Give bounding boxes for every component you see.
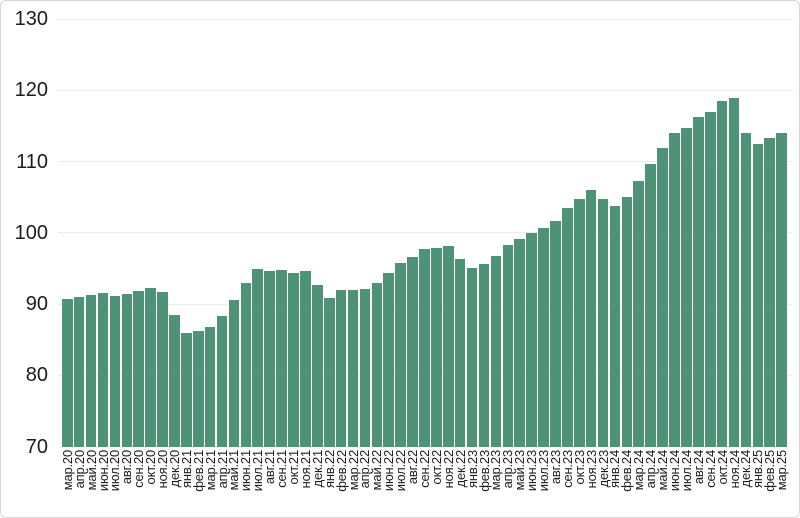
y-tick-label-70: 70	[25, 435, 48, 458]
gridline-130	[58, 18, 793, 20]
bar-май.20	[85, 294, 97, 447]
gridline-120	[58, 89, 793, 91]
y-tick-label-130: 130	[14, 8, 48, 30]
bar-авг.24	[693, 117, 704, 447]
bar-май.24	[657, 147, 668, 447]
bar-янв.24	[609, 206, 621, 447]
bar-авг.21	[264, 271, 275, 447]
bar-фев.25	[764, 138, 776, 447]
bar-апр.23	[502, 244, 514, 447]
bar-мар.24	[633, 181, 645, 447]
bar-ноя.21	[300, 270, 311, 447]
bar-мар.23	[490, 255, 502, 447]
bar-апр.22	[359, 289, 371, 447]
bar-мар.22	[347, 289, 359, 447]
bar-мар.25	[776, 133, 787, 447]
bar-июл.20	[109, 296, 121, 447]
bar-июн.24	[669, 133, 680, 447]
bar-апр.20	[73, 296, 85, 447]
bar-сен.24	[704, 111, 716, 447]
bar-июн.21	[240, 282, 252, 447]
bar-дек.23	[597, 198, 609, 447]
bar-ноя.22	[442, 246, 454, 447]
bar-сен.20	[133, 291, 145, 447]
y-tick-label-90: 90	[25, 293, 48, 315]
bar-ноя.20	[157, 291, 168, 447]
bar-июн.22	[383, 273, 395, 447]
bar-авг.22	[407, 256, 418, 447]
bar-сен.21	[276, 269, 287, 447]
y-tick-label-80: 80	[25, 364, 48, 387]
bar-июл.24	[681, 128, 692, 447]
bar-май.23	[514, 239, 526, 447]
bar-апр.24	[645, 163, 656, 447]
bar-окт.21	[288, 273, 299, 447]
bar-май.21	[228, 299, 240, 447]
bar-авг.23	[550, 221, 561, 447]
y-tick-label-110: 110	[16, 150, 48, 173]
bar-авг.20	[121, 294, 133, 447]
bar-фев.24	[621, 197, 633, 447]
bar-окт.24	[716, 100, 728, 447]
bar-фев.21	[192, 331, 204, 447]
bar-апр.21	[216, 316, 228, 447]
bar-дек.21	[312, 284, 323, 447]
bar-окт.20	[145, 288, 156, 447]
bar-янв.23	[466, 268, 478, 447]
y-tick-label-120: 120	[14, 79, 48, 102]
bar-мар.21	[204, 326, 216, 447]
bar-янв.21	[181, 332, 192, 447]
bar-июл.23	[538, 228, 549, 447]
bar-фев.23	[478, 264, 490, 447]
bar-сен.23	[562, 207, 573, 447]
bar-ноя.23	[585, 190, 597, 447]
bar-янв.22	[323, 298, 335, 447]
bar-фев.22	[335, 289, 347, 447]
plot-area	[58, 18, 793, 447]
gridline-110	[58, 161, 793, 162]
bar-дек.22	[454, 259, 466, 447]
bar-янв.25	[752, 144, 764, 447]
gridline-100	[58, 232, 793, 234]
bar-окт.22	[431, 247, 442, 447]
x-axis-label-мар.25: мар.25	[774, 449, 790, 490]
bar-май.22	[371, 282, 383, 447]
bar-окт.23	[573, 198, 585, 447]
bar-мар.20	[62, 299, 73, 447]
bar-июн.23	[526, 233, 537, 447]
bar-дек.20	[169, 314, 180, 447]
y-tick-label-100: 100	[14, 221, 48, 244]
bar-ноя.24	[728, 98, 740, 447]
bar-июл.22	[395, 262, 406, 447]
bar-сен.22	[419, 249, 430, 447]
bar-дек.24	[740, 133, 752, 447]
bar-июн.20	[97, 293, 109, 447]
bar-июл.21	[252, 269, 264, 447]
